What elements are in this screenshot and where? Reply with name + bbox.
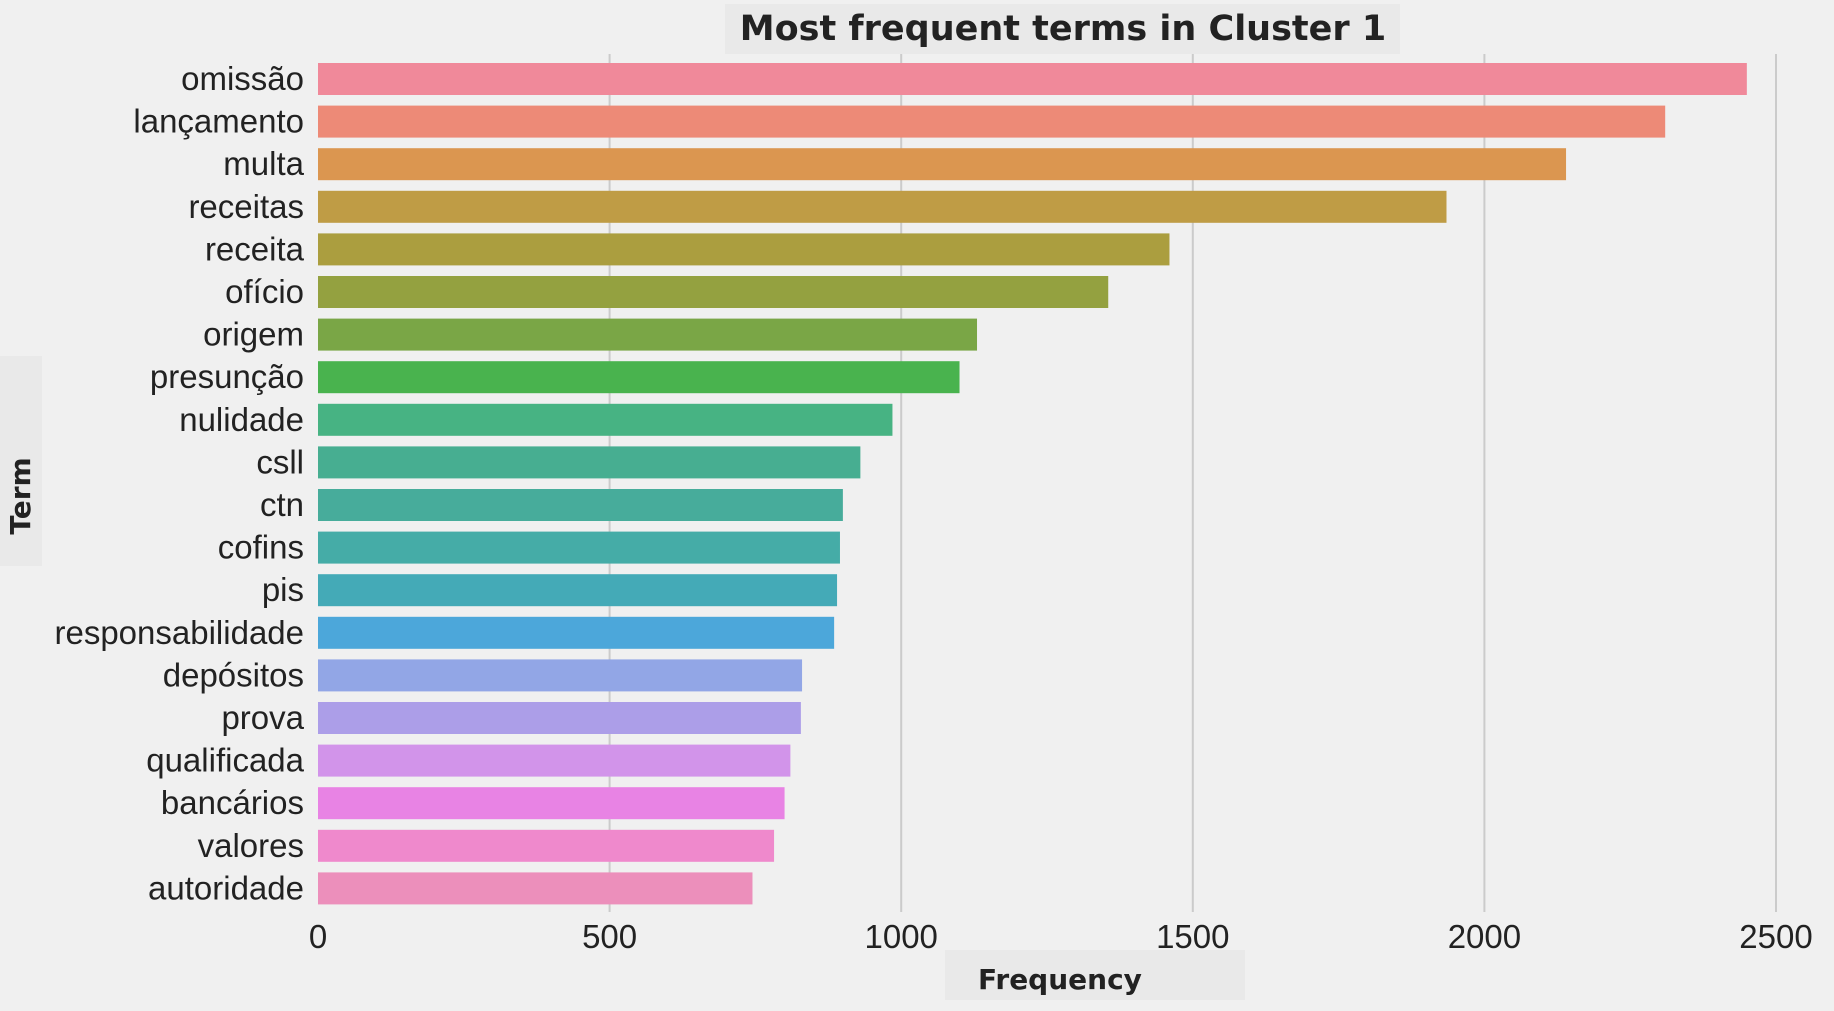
x-tick-label: 1000 — [864, 918, 937, 955]
bar-11 — [318, 531, 840, 564]
category-labels: omissão lançamento multa receitas receita ofí… — [54, 60, 304, 906]
category-label: qualificada — [146, 742, 304, 779]
bar-15 — [318, 702, 801, 734]
x-tick-labels: 0 500 1000 1500 2000 2500 — [309, 918, 1813, 955]
category-label: origem — [203, 316, 304, 353]
category-label: csll — [256, 443, 304, 480]
x-tick-label: 500 — [582, 918, 637, 955]
bar-2 — [318, 148, 1567, 181]
bar-4 — [318, 233, 1170, 266]
category-label: lançamento — [133, 103, 304, 140]
category-label: receitas — [188, 188, 304, 225]
category-label: multa — [223, 145, 304, 182]
bar-14 — [318, 659, 803, 692]
category-label: depósitos — [163, 656, 304, 693]
category-label: valores — [198, 827, 304, 864]
bar-5 — [318, 276, 1109, 308]
x-axis-title: Frequency — [978, 963, 1142, 996]
bar-18 — [318, 829, 775, 862]
category-label: ctn — [260, 486, 304, 523]
bar-6 — [318, 318, 978, 351]
chart-title: Most frequent terms in Cluster 1 — [740, 9, 1386, 49]
category-label: bancários — [161, 784, 304, 821]
bar-3 — [318, 190, 1447, 223]
bar-19 — [318, 872, 753, 905]
bar-0 — [318, 63, 1747, 95]
title-box — [725, 4, 1400, 54]
category-label: responsabilidade — [54, 614, 304, 651]
ylabel-box — [0, 356, 42, 566]
bar-13 — [318, 616, 835, 649]
y-axis-title: Term — [4, 457, 37, 534]
bars — [318, 63, 1747, 905]
category-label: ofício — [225, 273, 304, 310]
category-label: pis — [262, 571, 304, 608]
bar-8 — [318, 403, 893, 436]
x-tick-label: 0 — [309, 918, 327, 955]
category-label: receita — [205, 230, 305, 267]
bar-10 — [318, 489, 843, 521]
bar-1 — [318, 105, 1666, 138]
category-label: cofins — [218, 529, 304, 566]
category-label: presunção — [150, 358, 304, 395]
x-tick-label: 1500 — [1156, 918, 1229, 955]
category-label: omissão — [181, 60, 304, 97]
bar-9 — [318, 446, 861, 479]
category-label: prova — [221, 699, 304, 736]
xlabel-box — [945, 950, 1245, 1000]
category-label: nulidade — [179, 401, 304, 438]
bar-17 — [318, 787, 785, 820]
bar-16 — [318, 744, 791, 777]
x-tick-label: 2000 — [1448, 918, 1521, 955]
x-tick-label: 2500 — [1739, 918, 1812, 955]
category-label: autoridade — [148, 869, 304, 906]
bar-12 — [318, 574, 838, 607]
bar-7 — [318, 361, 960, 394]
